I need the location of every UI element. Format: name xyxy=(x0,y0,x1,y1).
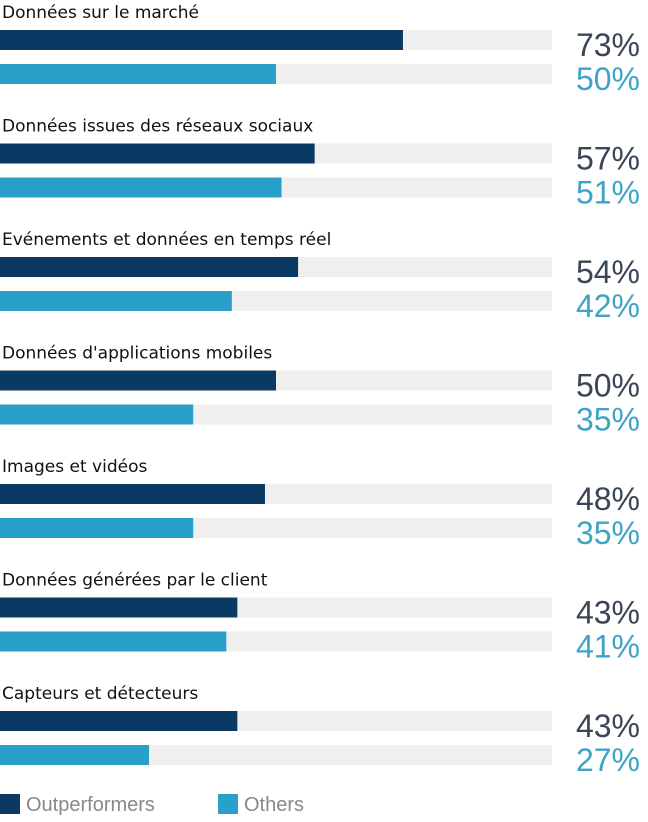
category-label: Données issues des réseaux sociaux xyxy=(2,117,313,137)
category-group: Données issues des réseaux sociaux 57%51% xyxy=(0,117,640,211)
value-label: 48% xyxy=(576,481,640,517)
bar-others xyxy=(0,64,276,84)
value-label: 35% xyxy=(576,515,640,551)
value-label: 50% xyxy=(576,368,640,404)
value-label: 41% xyxy=(576,629,640,665)
category-group: Evénements et données en temps réel 54%42… xyxy=(0,230,640,324)
bar-outperformers xyxy=(0,30,403,50)
category-label: Données générées par le client xyxy=(2,571,268,591)
bar-others xyxy=(0,631,227,652)
legend-swatch-others xyxy=(218,794,238,814)
category-group: Images et vidéos 48%35% xyxy=(0,457,640,551)
legend: Outperformers Others xyxy=(0,794,304,816)
bar-outperformers xyxy=(0,711,238,731)
legend-swatch-outperformers xyxy=(0,794,20,814)
category-label: Images et vidéos xyxy=(2,457,147,477)
bar-others xyxy=(0,291,232,311)
bar-others xyxy=(0,177,282,198)
bar-outperformers xyxy=(0,597,238,618)
value-label: 54% xyxy=(576,254,640,290)
bar-others xyxy=(0,518,194,538)
bar-others xyxy=(0,404,194,425)
value-label: 27% xyxy=(576,742,640,778)
value-label: 73% xyxy=(576,27,640,63)
value-label: 42% xyxy=(576,288,640,324)
bar-outperformers xyxy=(0,257,299,277)
bar-others xyxy=(0,745,150,765)
value-label: 50% xyxy=(576,61,640,97)
bar-outperformers xyxy=(0,143,315,164)
category-group: Données générées par le client 43%41% xyxy=(0,571,640,665)
category-group: Données sur le marché 73%50% xyxy=(0,3,640,97)
category-label: Données sur le marché xyxy=(2,3,199,23)
category-label: Capteurs et détecteurs xyxy=(2,684,198,704)
value-label: 51% xyxy=(576,175,640,211)
bar-outperformers xyxy=(0,370,276,391)
value-label: 35% xyxy=(576,402,640,438)
value-label: 43% xyxy=(576,595,640,631)
category-group: Capteurs et détecteurs 43%27% xyxy=(0,684,640,778)
legend-label-others: Others xyxy=(244,794,304,816)
category-group: Données d'applications mobiles 50%35% xyxy=(0,344,640,438)
category-label: Evénements et données en temps réel xyxy=(2,230,331,250)
bar-outperformers xyxy=(0,484,265,504)
category-label: Données d'applications mobiles xyxy=(2,344,272,364)
legend-label-outperformers: Outperformers xyxy=(26,794,155,816)
value-label: 57% xyxy=(576,141,640,177)
value-label: 43% xyxy=(576,708,640,744)
